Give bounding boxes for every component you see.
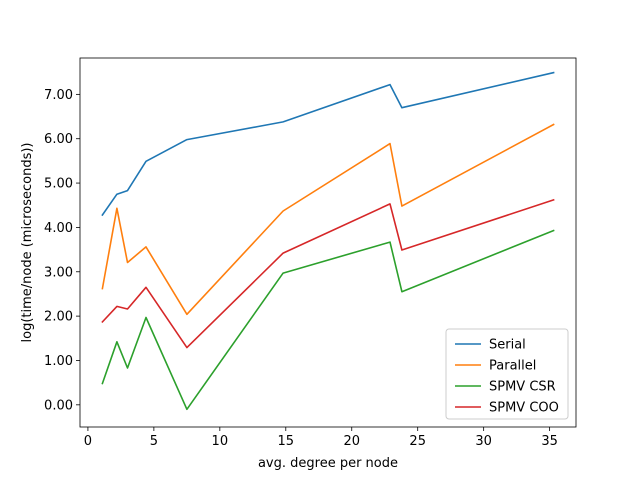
legend-box	[445, 328, 569, 420]
legend: Serial Parallel SPMV CSR SPMV COO	[445, 328, 569, 420]
x-tick-label: 30	[475, 434, 492, 449]
series-line-spmv-csr	[101, 229, 555, 411]
x-tick-label: 0	[84, 434, 92, 449]
y-tick-label: 5.00	[44, 177, 73, 192]
y-tick-label: 3.00	[44, 265, 73, 280]
y-tick-label: 2.00	[44, 310, 73, 325]
y-tick-label: 7.00	[44, 88, 73, 103]
plot-frame	[79, 57, 577, 428]
x-axis-label: avg. degree per node	[258, 456, 398, 471]
x-tick-label: 10	[212, 434, 229, 449]
y-tick-label: 0.00	[44, 398, 73, 413]
x-axis: 0 5 10 15 20 25 30 35	[84, 427, 558, 449]
legend-label: SPMV CSR	[489, 380, 556, 395]
x-tick-label: 5	[150, 434, 158, 449]
y-tick-label: 6.00	[44, 132, 73, 147]
legend-label: Serial	[489, 338, 526, 353]
x-tick-label: 20	[343, 434, 360, 449]
x-tick-label: 15	[278, 434, 295, 449]
y-tick-label: 4.00	[44, 221, 73, 236]
series-line-parallel	[101, 123, 555, 316]
legend-label: Parallel	[489, 359, 536, 374]
y-tick-label: 1.00	[44, 354, 73, 369]
x-tick-label: 35	[541, 434, 558, 449]
x-tick-label: 25	[409, 434, 426, 449]
plot-lines	[101, 71, 555, 411]
series-line-spmv-coo	[101, 198, 555, 349]
legend-label: SPMV COO	[489, 401, 559, 416]
y-axis-label: log(time/node (microseconds))	[20, 142, 35, 342]
y-axis: 0.00 1.00 2.00 3.00 4.00 5.00 6.00 7.00	[44, 88, 80, 413]
series-line-serial	[101, 71, 555, 217]
